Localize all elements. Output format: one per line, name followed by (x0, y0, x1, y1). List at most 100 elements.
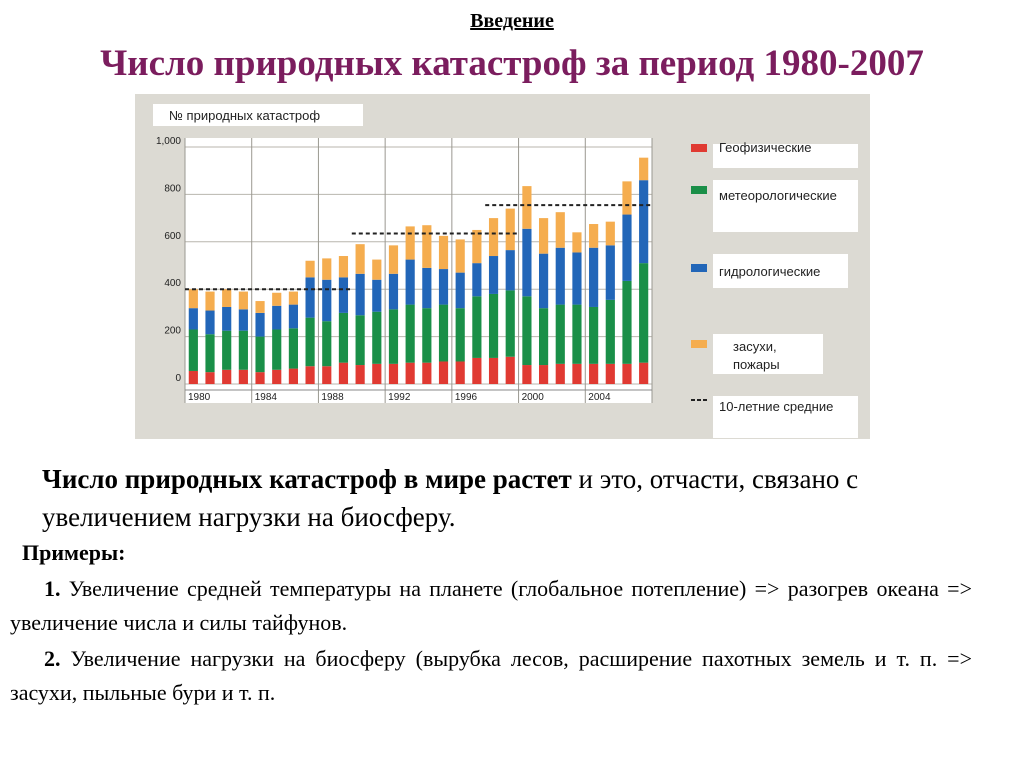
bar-segment (322, 366, 332, 384)
bar-segment (472, 263, 482, 297)
bar-segment (255, 336, 265, 373)
bar-segment (639, 263, 649, 363)
x-tick-label: 2000 (522, 392, 545, 403)
legend-label: пожары (733, 357, 780, 372)
bar-segment (605, 245, 615, 300)
bar-segment (605, 221, 615, 246)
bar-segment (438, 269, 449, 305)
bar-segment (255, 312, 265, 337)
bar-segment (205, 372, 215, 384)
y-tick-label: 0 (175, 373, 181, 384)
stacked-bar-chart: № природных катастроф 0 200 400 600 800 1,000 1… (153, 104, 858, 438)
bar-segment (338, 277, 349, 313)
bar-segment (589, 363, 599, 384)
bar-segment (405, 259, 415, 305)
bar-segment (455, 239, 465, 273)
bar-segment (372, 363, 382, 384)
bar-segment (589, 224, 599, 248)
legend-label: гидрологические (719, 264, 820, 279)
bar-segment (539, 365, 549, 384)
bar-segment (589, 247, 599, 307)
bar-segment (355, 273, 365, 316)
bar-segment (472, 357, 482, 384)
bar-segment (322, 321, 332, 367)
legend-label: Геофизические (719, 140, 812, 155)
y-tick-label: 800 (164, 183, 181, 194)
bar-segment (338, 362, 349, 384)
bar-segment (222, 306, 232, 331)
bar-segment (422, 267, 432, 309)
bar-segment (305, 260, 315, 278)
legend-swatch (691, 186, 707, 194)
bar-segment (422, 308, 432, 363)
legend-label: засухи, (733, 339, 777, 354)
page-title: Число природных катастроф за период 1980… (100, 43, 924, 84)
examples-title: Примеры: (22, 540, 126, 565)
bar-segment (322, 279, 332, 322)
bar-segment (572, 304, 582, 364)
legend-box (713, 144, 858, 168)
bar-segment (288, 328, 298, 369)
legend-box (713, 180, 858, 232)
bar-segment (255, 301, 265, 313)
bar-segment (238, 291, 248, 310)
bar-segment (238, 330, 248, 370)
bar-segment (488, 357, 499, 384)
bar-segment (455, 361, 465, 384)
bar-segment (572, 252, 582, 305)
bar-segment (388, 245, 399, 274)
bar-segment (388, 309, 399, 364)
bar-segment (505, 290, 515, 357)
bar-segment (589, 306, 599, 364)
bar-segment (539, 253, 549, 309)
x-tick-label: 1984 (255, 392, 278, 403)
y-tick-label: 200 (164, 326, 181, 337)
bar-segment (639, 180, 649, 264)
bar-segment (288, 291, 298, 305)
bar-segment (422, 362, 432, 384)
bar-segment (555, 247, 565, 305)
bar-segment (188, 329, 198, 371)
bar-segment (372, 279, 382, 312)
bar-segment (455, 308, 465, 362)
bar-segment (272, 305, 282, 330)
plot-area (185, 138, 652, 403)
bar-segment (238, 369, 248, 384)
bar-segment (222, 330, 232, 370)
main-statement: Число природных катастроф в мире растет … (42, 460, 942, 536)
bar-segment (605, 299, 615, 364)
bar-segment (205, 291, 215, 311)
y-tick-label: 1,000 (156, 136, 181, 147)
example-1-text: Увеличение средней температуры на планет… (10, 576, 972, 635)
x-tick-label: 1992 (388, 392, 411, 403)
bar-segment (222, 369, 232, 384)
bar-segment (555, 304, 565, 364)
bar-segment (205, 310, 215, 335)
bar-segment (355, 365, 365, 384)
bar-segment (639, 157, 649, 181)
bar-segment (188, 289, 198, 309)
legend-swatch (691, 340, 707, 348)
bar-segment (472, 229, 482, 264)
bar-segment (305, 366, 315, 384)
example-2-text: Увеличение нагрузки на биосферу (вырубка… (10, 646, 972, 705)
legend-box (713, 334, 823, 374)
bar-segment (338, 256, 349, 278)
bar-segment (488, 256, 499, 294)
y-axis-label: № природных катастроф (169, 108, 320, 123)
bar-segment (488, 293, 499, 358)
main-statement-rest: и это, отчасти, связано с увеличением на… (42, 464, 859, 532)
legend-box (713, 396, 858, 438)
bar-segment (272, 329, 282, 370)
bar-segment (539, 218, 549, 254)
y-tick-label: 400 (164, 278, 181, 289)
main-statement-bold: Число природных катастроф в мире растет (42, 464, 572, 494)
bar-segment (572, 232, 582, 253)
chart-panel: № природных катастроф 0 200 400 600 800 1,000 1… (135, 94, 870, 439)
bar-segment (355, 244, 365, 274)
legend-box (713, 254, 848, 288)
bar-segment (288, 368, 298, 384)
bar-segment (405, 304, 415, 363)
bar-segment (188, 308, 198, 330)
bar-segment (238, 309, 248, 331)
